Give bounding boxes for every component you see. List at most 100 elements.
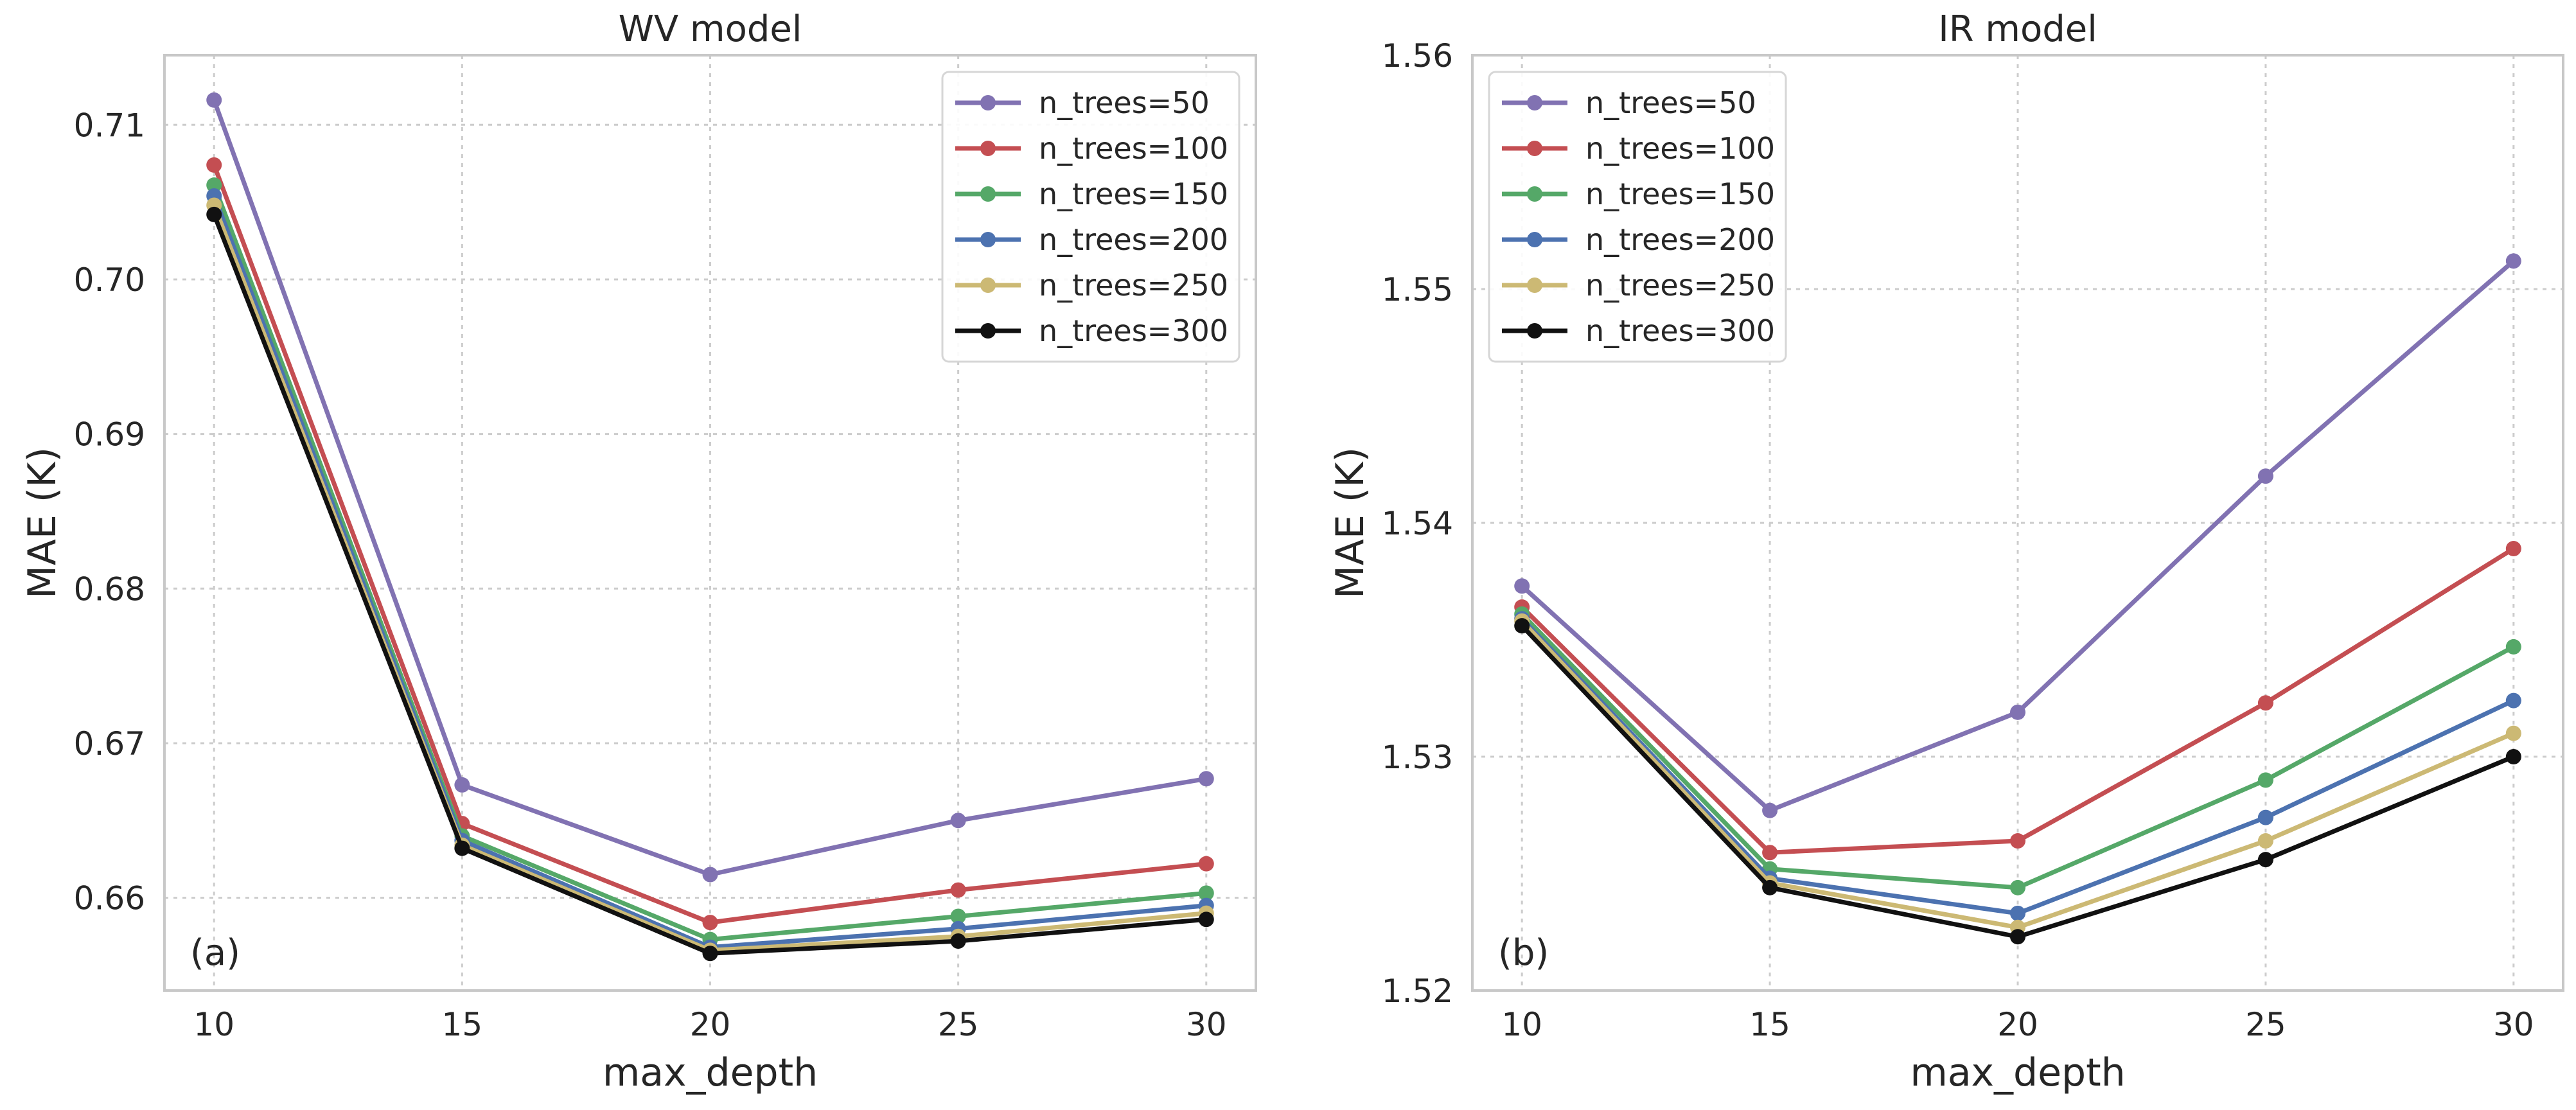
legend-swatch-marker: [980, 278, 996, 293]
legend-label: n_trees=50: [1039, 85, 1210, 120]
x-tick-label: 25: [2245, 1006, 2286, 1043]
data-point: [1762, 802, 1778, 818]
legend-swatch-marker: [980, 232, 996, 247]
data-point: [2505, 639, 2521, 655]
data-point: [1514, 618, 1530, 634]
data-point: [2505, 725, 2521, 741]
legend-swatch-marker: [1527, 278, 1542, 293]
y-tick-label: 0.66: [74, 880, 145, 917]
chart-panel-1: 10 15 20 25 30 0.66 0.67 0.68 0.69 0.70 0.71 WV mod…: [20, 8, 1257, 1095]
chart-title: WV model: [619, 8, 802, 50]
data-point: [2010, 879, 2025, 895]
x-axis-label: max_depth: [603, 1050, 818, 1095]
plot-frame: [163, 54, 1257, 992]
y-tick-label: 0.67: [74, 725, 145, 762]
legend-box: [941, 71, 1240, 363]
data-point: [454, 840, 470, 856]
data-point: [1762, 845, 1778, 861]
x-axis-label: max_depth: [1910, 1050, 2125, 1095]
y-tick-label: 1.56: [1382, 37, 1453, 75]
legend-label: n_trees=250: [1585, 268, 1775, 303]
data-point: [2505, 541, 2521, 557]
data-point: [206, 177, 222, 193]
legend-label: n_trees=200: [1039, 222, 1228, 257]
legend-box: [1488, 71, 1787, 363]
data-point: [206, 206, 222, 222]
data-point: [1198, 856, 1214, 872]
y-tick-label: 0.69: [74, 416, 145, 454]
panel-label: (b): [1498, 932, 1549, 974]
legend-label: n_trees=50: [1585, 85, 1756, 120]
data-point: [702, 867, 718, 883]
chart-panel-2: 10 15 20 25 30 1.52 1.53 1.54 1.55 1.56 IR model ma…: [1328, 8, 2564, 1095]
legend: n_trees=50 n_trees=100 n_trees=150 n_trees=…: [941, 71, 1240, 363]
y-tick-label: 1.53: [1382, 739, 1453, 776]
data-point: [2257, 772, 2273, 788]
legend-swatch-marker: [1527, 323, 1542, 339]
data-point: [1762, 879, 1778, 895]
data-point: [2257, 809, 2273, 825]
data-point: [1514, 578, 1530, 594]
x-tick-label: 30: [1186, 1006, 1227, 1043]
legend-swatch-marker: [980, 141, 996, 156]
y-tick-label: 0.70: [74, 261, 145, 299]
data-point: [950, 813, 966, 829]
data-point: [2505, 692, 2521, 709]
x-tick-label: 25: [938, 1006, 979, 1043]
legend-label: n_trees=150: [1039, 177, 1228, 211]
legend-label: n_trees=100: [1585, 131, 1775, 166]
legend: n_trees=50 n_trees=100 n_trees=150 n_trees=…: [1488, 71, 1787, 363]
data-point: [1198, 912, 1214, 928]
x-tick-label: 15: [1749, 1006, 1790, 1043]
data-point: [206, 157, 222, 173]
data-point: [206, 92, 222, 108]
data-point: [1198, 771, 1214, 787]
chart-title: IR model: [1938, 8, 2097, 50]
legend-label: n_trees=150: [1585, 177, 1775, 211]
data-point: [2010, 704, 2025, 720]
x-tick-label: 20: [1997, 1006, 2038, 1043]
series-line: [1520, 547, 2515, 855]
y-axis-label: MAE (K): [20, 447, 65, 599]
x-tick-label: 15: [442, 1006, 483, 1043]
x-tick-label: 10: [193, 1006, 234, 1043]
data-point: [2010, 833, 2025, 849]
plot-frame: [1471, 54, 2564, 992]
legend-label: n_trees=200: [1585, 222, 1775, 257]
legend-label: n_trees=300: [1585, 313, 1775, 348]
legend-label: n_trees=250: [1039, 268, 1228, 303]
data-point: [2257, 468, 2273, 484]
y-tick-label: 1.54: [1382, 505, 1453, 542]
data-point: [2010, 905, 2025, 921]
data-point: [2257, 852, 2273, 868]
x-tick-label: 30: [2493, 1006, 2534, 1043]
data-point: [702, 946, 718, 962]
data-point: [2505, 749, 2521, 764]
x-tick-label: 20: [690, 1006, 731, 1043]
y-tick-label: 1.55: [1382, 271, 1453, 308]
legend-swatch-marker: [1527, 232, 1542, 247]
data-point: [950, 908, 966, 924]
y-tick-label: 0.71: [74, 107, 145, 144]
data-point: [2505, 253, 2521, 269]
data-point: [2257, 695, 2273, 711]
y-tick-label: 0.68: [74, 570, 145, 608]
data-point: [2010, 929, 2025, 945]
legend-swatch-marker: [1527, 141, 1542, 156]
legend-swatch-marker: [1527, 186, 1542, 202]
data-point: [454, 777, 470, 793]
legend-label: n_trees=300: [1039, 313, 1228, 348]
data-point: [1198, 885, 1214, 901]
y-tick-label: 1.52: [1382, 973, 1453, 1010]
legend-label: n_trees=100: [1039, 131, 1228, 166]
legend-swatch-marker: [1527, 95, 1542, 110]
panel-label: (a): [190, 932, 240, 974]
y-axis-label: MAE (K): [1328, 447, 1373, 599]
data-point: [950, 882, 966, 898]
legend-swatch-marker: [980, 323, 996, 339]
legend-swatch-marker: [980, 95, 996, 110]
legend-swatch-marker: [980, 186, 996, 202]
data-point: [950, 933, 966, 949]
data-point: [2257, 833, 2273, 849]
